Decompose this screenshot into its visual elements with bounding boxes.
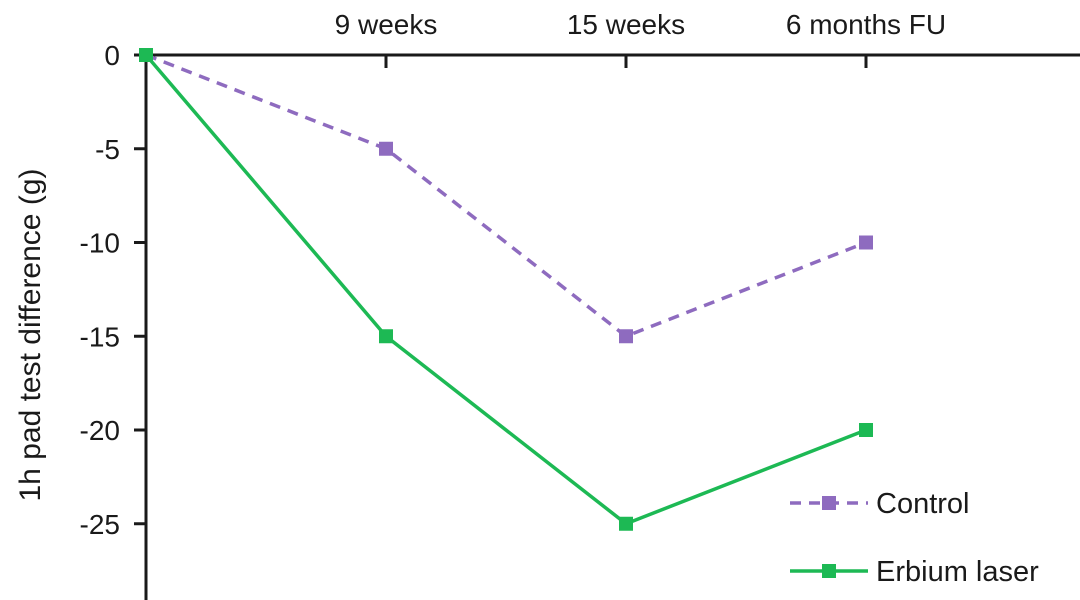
series-layer (139, 48, 873, 531)
series-line-control (145, 53, 867, 338)
y-tick-label: 0 (104, 40, 120, 71)
legend-label-control: Control (876, 488, 970, 520)
y-tick-label: -5 (95, 134, 120, 165)
legend: Control Erbium laser (790, 488, 1039, 588)
series-line-erbium-laser (144, 53, 867, 526)
legend-marker-control (822, 496, 836, 510)
legend-label-erbium-laser: Erbium laser (876, 556, 1039, 588)
y-tick-label: -15 (80, 321, 120, 352)
y-tick-label: -10 (80, 228, 120, 259)
data-point-erbium-laser (619, 516, 633, 531)
x-tick-label: 6 months FU (786, 9, 946, 40)
data-point-erbium-laser (379, 329, 393, 344)
data-point-erbium-laser (859, 423, 873, 437)
data-point-erbium-laser (139, 48, 153, 62)
data-point-control (619, 329, 633, 344)
y-axis-title: 1h pad test difference (g) (14, 169, 47, 502)
x-tick-label: 15 weeks (567, 9, 685, 40)
y-tick-label: -20 (80, 415, 120, 446)
axes: 9 weeks 15 weeks 6 months FU 0 -5 -10 -15 -20 -2… (80, 9, 1080, 600)
data-point-control (859, 235, 873, 250)
data-point-control (379, 141, 393, 156)
x-tick-label: 9 weeks (335, 9, 438, 40)
legend-marker-erbium-laser (822, 564, 836, 578)
y-tick-label: -25 (80, 509, 120, 540)
